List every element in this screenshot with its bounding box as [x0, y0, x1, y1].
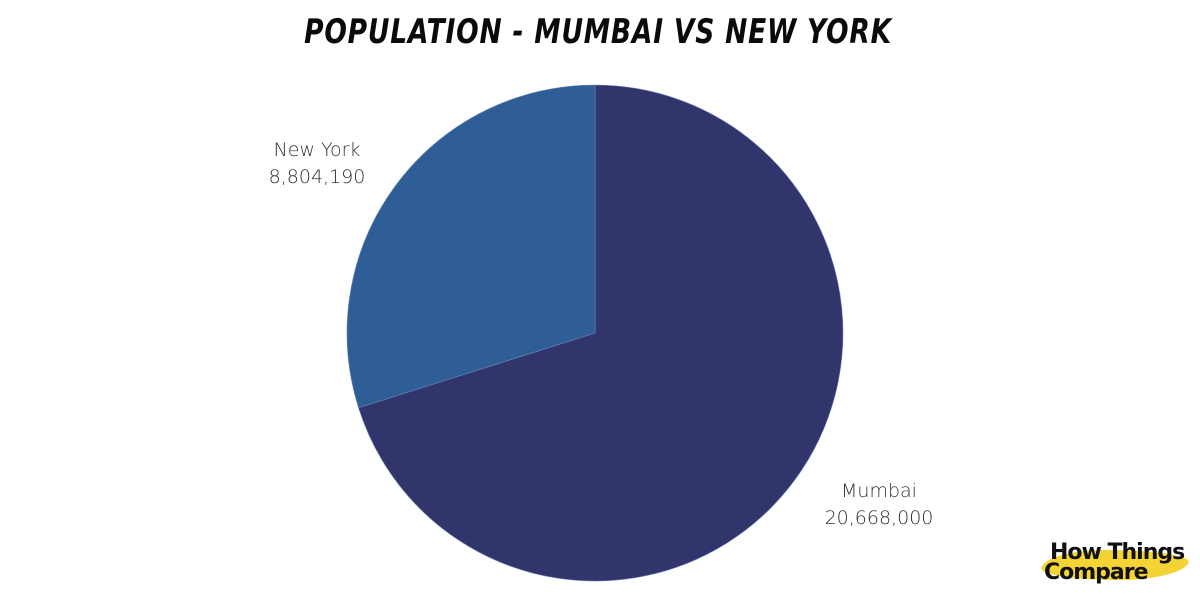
mumbai-name: Mumbai: [841, 480, 917, 502]
logo-line1: How Things: [1050, 540, 1185, 565]
how-things-compare-logo: How Things Compare: [1036, 540, 1196, 590]
mumbai-value: 20,668,000: [824, 507, 934, 529]
mumbai-label: Mumbai 20,668,000: [814, 478, 944, 532]
pie-slice-new-york: [346, 84, 596, 409]
pie-slice-mumbai: [358, 84, 844, 582]
logo-line2: Compare: [1044, 560, 1149, 585]
new-york-value: 8,804,190: [268, 166, 366, 188]
new-york-label: New York 8,804,190: [262, 137, 372, 191]
new-york-name: New York: [273, 139, 361, 161]
chart-title: POPULATION - MUMBAI VS NEW YORK: [304, 12, 892, 52]
